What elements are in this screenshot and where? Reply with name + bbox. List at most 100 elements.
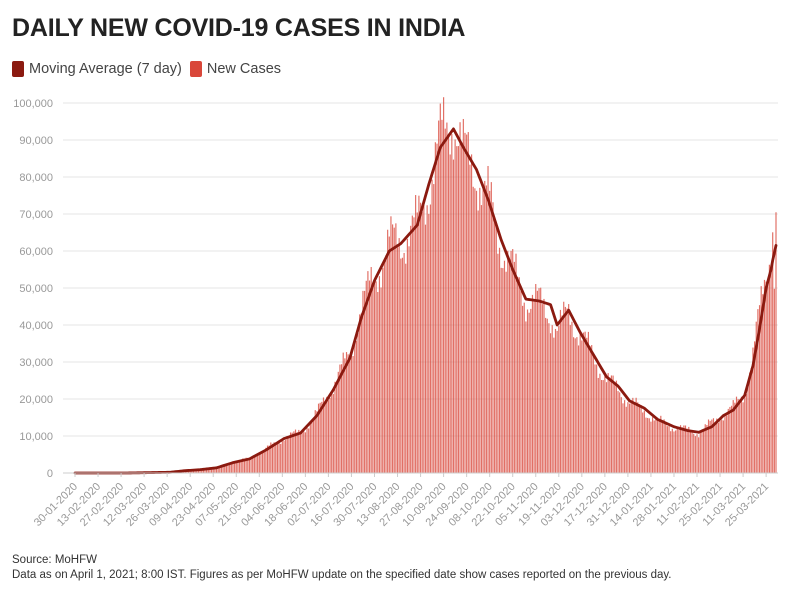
bar bbox=[548, 323, 550, 473]
bar bbox=[316, 411, 318, 473]
bar bbox=[605, 382, 608, 473]
bar bbox=[714, 421, 716, 473]
bar bbox=[271, 443, 274, 473]
bar bbox=[698, 437, 700, 473]
bar bbox=[673, 431, 675, 473]
bar bbox=[332, 394, 334, 473]
bar bbox=[768, 264, 771, 473]
bar bbox=[651, 417, 654, 473]
bar bbox=[719, 420, 721, 473]
bar bbox=[689, 431, 692, 473]
bar bbox=[694, 436, 696, 473]
bar bbox=[619, 392, 621, 473]
bar bbox=[304, 432, 306, 473]
bar bbox=[408, 246, 410, 473]
y-tick-label: 0 bbox=[47, 468, 53, 480]
bar bbox=[686, 428, 688, 473]
bar bbox=[707, 419, 710, 473]
bar bbox=[436, 143, 438, 473]
bar bbox=[457, 146, 460, 474]
bar bbox=[749, 372, 751, 473]
bar bbox=[258, 453, 260, 473]
bar bbox=[257, 455, 259, 473]
bar bbox=[638, 404, 641, 473]
y-tick-label: 50,000 bbox=[19, 283, 53, 295]
bar bbox=[298, 429, 300, 473]
bar bbox=[549, 333, 552, 473]
bar bbox=[617, 391, 619, 473]
bar bbox=[711, 419, 713, 473]
chart-footer: Source: MoHFW Data as on April 1, 2021; … bbox=[12, 553, 672, 583]
bar bbox=[275, 442, 277, 473]
bar bbox=[278, 441, 280, 473]
bar bbox=[747, 384, 749, 473]
bar bbox=[265, 447, 267, 473]
bar bbox=[612, 375, 614, 473]
bar bbox=[489, 190, 491, 473]
bar bbox=[281, 441, 283, 473]
bar bbox=[362, 290, 364, 473]
y-tick-label: 30,000 bbox=[19, 357, 53, 369]
bar bbox=[610, 375, 613, 473]
bar bbox=[214, 467, 216, 473]
bar bbox=[717, 422, 719, 473]
bar bbox=[653, 420, 655, 473]
bar bbox=[406, 238, 408, 473]
bar bbox=[581, 340, 583, 473]
bar bbox=[525, 321, 527, 473]
bar bbox=[301, 431, 303, 473]
legend-label-new-cases: New Cases bbox=[206, 61, 282, 77]
bar bbox=[263, 450, 265, 473]
bar bbox=[227, 463, 229, 473]
bar bbox=[494, 219, 496, 473]
chart-legend: Moving Average (7 day) New Cases bbox=[12, 61, 289, 77]
bar bbox=[276, 443, 278, 473]
bar bbox=[360, 313, 362, 473]
bar bbox=[245, 457, 247, 473]
bar bbox=[377, 292, 379, 473]
bar bbox=[528, 312, 530, 473]
bar bbox=[378, 276, 381, 473]
y-tick-label: 10,000 bbox=[19, 431, 53, 443]
bar bbox=[556, 330, 558, 473]
legend-item-new-cases[interactable]: New Cases bbox=[189, 61, 282, 77]
bar bbox=[400, 258, 402, 473]
bar bbox=[405, 263, 407, 473]
bar bbox=[758, 305, 761, 473]
bar bbox=[637, 402, 639, 473]
bar bbox=[429, 204, 432, 473]
bar bbox=[342, 352, 344, 473]
bar bbox=[497, 253, 499, 473]
bar bbox=[240, 460, 242, 473]
bar bbox=[347, 354, 349, 473]
bar bbox=[433, 184, 435, 474]
bar bbox=[248, 458, 251, 473]
bar bbox=[286, 436, 288, 473]
bar bbox=[773, 288, 775, 473]
bar bbox=[334, 381, 336, 473]
bar bbox=[355, 340, 357, 473]
bar bbox=[331, 392, 333, 473]
bar bbox=[683, 425, 685, 473]
bar bbox=[204, 469, 206, 473]
bar bbox=[197, 469, 200, 473]
bar bbox=[247, 457, 249, 473]
bar bbox=[403, 252, 405, 473]
bar bbox=[668, 425, 670, 473]
bar bbox=[206, 468, 208, 473]
bar bbox=[438, 120, 440, 473]
legend-item-moving-average[interactable]: Moving Average (7 day) bbox=[12, 61, 182, 77]
bar bbox=[551, 325, 553, 473]
bar bbox=[354, 342, 356, 473]
bar bbox=[671, 428, 673, 473]
bar bbox=[212, 468, 214, 473]
bar bbox=[530, 308, 532, 473]
bar bbox=[319, 402, 321, 473]
bar bbox=[434, 142, 436, 474]
bar bbox=[252, 457, 254, 473]
bar bbox=[480, 205, 483, 474]
bar bbox=[454, 139, 456, 474]
bar bbox=[293, 431, 295, 473]
bar bbox=[647, 417, 649, 473]
bar bbox=[628, 403, 631, 473]
